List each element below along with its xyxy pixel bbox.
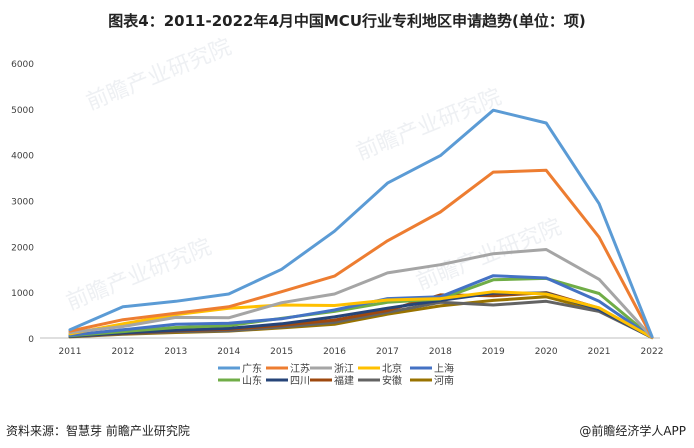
x-tick-label: 2017 xyxy=(376,347,399,357)
watermark-text: 前瞻产业研究院 xyxy=(83,35,235,116)
x-tick-label: 2013 xyxy=(164,347,187,357)
x-tick-label: 2018 xyxy=(429,347,452,357)
series-line-上海 xyxy=(68,274,654,339)
chart-title: 图表4：2011-2022年4月中国MCU行业专利地区申请趋势(单位：项) xyxy=(108,12,586,30)
legend-label-上海: 上海 xyxy=(434,362,454,375)
y-tick-label: 2000 xyxy=(11,243,34,253)
x-tick-label: 2012 xyxy=(111,347,134,357)
watermark-text: 前瞻产业研究院 xyxy=(353,85,505,166)
series-line-北京 xyxy=(68,290,654,339)
series-line-广东 xyxy=(68,108,654,339)
footer-brand: @前瞻经济学人APP xyxy=(579,424,686,438)
y-tick-label: 6000 xyxy=(11,60,34,70)
y-tick-label: 5000 xyxy=(11,106,34,116)
legend-label-北京: 北京 xyxy=(382,362,402,375)
source-note: 资料来源：智慧芽 前瞻产业研究院 xyxy=(6,424,190,438)
x-tick-label: 2011 xyxy=(59,347,82,357)
legend-label-江苏: 江苏 xyxy=(290,362,310,375)
series-lines xyxy=(68,108,654,339)
legend-label-福建: 福建 xyxy=(334,374,354,387)
x-tick-label: 2022 xyxy=(641,347,664,357)
watermark-text: 前瞻产业研究院 xyxy=(63,235,215,316)
legend-label-广东: 广东 xyxy=(242,362,262,375)
y-tick-label: 1000 xyxy=(11,289,34,299)
x-tick-label: 2021 xyxy=(588,347,611,357)
series-line-江苏 xyxy=(68,168,654,339)
y-tick-label: 0 xyxy=(28,335,34,345)
legend-label-山东: 山东 xyxy=(242,374,262,387)
legend-label-安徽: 安徽 xyxy=(382,374,402,387)
y-tick-label: 3000 xyxy=(11,198,34,208)
x-tick-label: 2016 xyxy=(323,347,346,357)
x-tick-label: 2014 xyxy=(217,347,240,357)
legend-label-四川: 四川 xyxy=(290,376,310,387)
x-tick-label: 2019 xyxy=(482,347,505,357)
x-tick-label: 2020 xyxy=(535,347,558,357)
y-tick-label: 4000 xyxy=(11,152,34,162)
x-tick-label: 2015 xyxy=(270,347,293,357)
legend-label-浙江: 浙江 xyxy=(334,363,354,375)
axes: 0 1000 2000 3000 4000 5000 6000 2011 2012 2013 201… xyxy=(11,60,663,357)
series-line-浙江 xyxy=(68,248,654,339)
legend-label-河南: 河南 xyxy=(434,374,454,387)
